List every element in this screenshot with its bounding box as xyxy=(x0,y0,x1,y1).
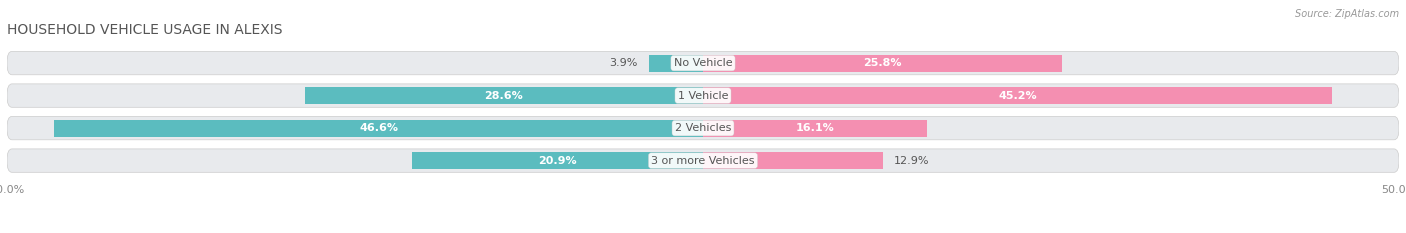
Bar xyxy=(648,55,703,72)
Text: 45.2%: 45.2% xyxy=(998,91,1036,101)
Bar xyxy=(703,87,1331,104)
Text: 46.6%: 46.6% xyxy=(359,123,398,133)
Text: HOUSEHOLD VEHICLE USAGE IN ALEXIS: HOUSEHOLD VEHICLE USAGE IN ALEXIS xyxy=(7,23,283,37)
Text: No Vehicle: No Vehicle xyxy=(673,58,733,68)
Bar xyxy=(55,120,703,137)
Text: 12.9%: 12.9% xyxy=(894,156,929,166)
Text: 2 Vehicles: 2 Vehicles xyxy=(675,123,731,133)
FancyBboxPatch shape xyxy=(7,149,1399,172)
Text: 16.1%: 16.1% xyxy=(796,123,834,133)
Text: 20.9%: 20.9% xyxy=(538,156,576,166)
Text: Source: ZipAtlas.com: Source: ZipAtlas.com xyxy=(1295,9,1399,19)
Text: 25.8%: 25.8% xyxy=(863,58,901,68)
Text: 3 or more Vehicles: 3 or more Vehicles xyxy=(651,156,755,166)
FancyBboxPatch shape xyxy=(7,51,1399,75)
Text: 28.6%: 28.6% xyxy=(485,91,523,101)
Bar xyxy=(703,120,927,137)
Bar xyxy=(703,152,883,169)
FancyBboxPatch shape xyxy=(7,116,1399,140)
Text: 1 Vehicle: 1 Vehicle xyxy=(678,91,728,101)
FancyBboxPatch shape xyxy=(7,84,1399,107)
Bar xyxy=(703,55,1062,72)
Bar xyxy=(412,152,703,169)
Bar xyxy=(305,87,703,104)
Text: 3.9%: 3.9% xyxy=(609,58,637,68)
